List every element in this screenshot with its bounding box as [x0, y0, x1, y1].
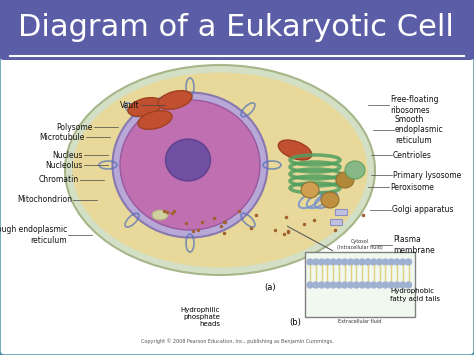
- Circle shape: [383, 259, 388, 265]
- Ellipse shape: [65, 65, 375, 275]
- Ellipse shape: [152, 210, 168, 220]
- Ellipse shape: [138, 111, 172, 129]
- Text: Vault: Vault: [120, 100, 140, 109]
- Ellipse shape: [278, 140, 312, 160]
- Text: Nucleus: Nucleus: [53, 151, 83, 159]
- Circle shape: [307, 259, 313, 265]
- Circle shape: [324, 282, 330, 288]
- Circle shape: [400, 282, 406, 288]
- Circle shape: [336, 282, 342, 288]
- Circle shape: [406, 259, 411, 265]
- Text: Rough endoplasmic
reticulum: Rough endoplasmic reticulum: [0, 225, 67, 245]
- Text: (a): (a): [264, 283, 276, 292]
- Circle shape: [330, 259, 336, 265]
- Circle shape: [342, 282, 348, 288]
- Circle shape: [388, 282, 394, 288]
- Ellipse shape: [321, 192, 339, 208]
- Text: Peroxisome: Peroxisome: [390, 182, 434, 191]
- Circle shape: [319, 259, 325, 265]
- Circle shape: [359, 259, 365, 265]
- Circle shape: [365, 282, 371, 288]
- Circle shape: [313, 259, 319, 265]
- Circle shape: [371, 259, 377, 265]
- Circle shape: [371, 282, 377, 288]
- Text: Smooth
endoplasmic
reticulum: Smooth endoplasmic reticulum: [395, 115, 444, 145]
- Ellipse shape: [120, 100, 260, 230]
- Bar: [305, 252, 415, 317]
- Text: Hydrophobic
fatty acid tails: Hydrophobic fatty acid tails: [390, 289, 440, 301]
- Text: Cytosol
(Intracellular fluid): Cytosol (Intracellular fluid): [337, 239, 383, 250]
- FancyBboxPatch shape: [0, 0, 474, 60]
- Circle shape: [406, 282, 411, 288]
- Circle shape: [347, 282, 354, 288]
- Text: Extracellular fluid: Extracellular fluid: [338, 319, 382, 324]
- Bar: [4, 35, 470, 55]
- Text: Polysome: Polysome: [56, 122, 93, 131]
- Circle shape: [359, 282, 365, 288]
- Ellipse shape: [128, 98, 162, 116]
- Text: Hydrophilic
phosphate
heads: Hydrophilic phosphate heads: [181, 307, 220, 327]
- Text: Chromatin: Chromatin: [39, 175, 79, 185]
- Ellipse shape: [112, 93, 267, 237]
- Text: Golgi apparatus: Golgi apparatus: [392, 206, 454, 214]
- Text: Copyright © 2008 Pearson Education, Inc., publishing as Benjamin Cummings.: Copyright © 2008 Pearson Education, Inc.…: [141, 338, 333, 344]
- Ellipse shape: [336, 172, 354, 188]
- Bar: [335, 209, 347, 215]
- Circle shape: [394, 282, 400, 288]
- Text: Primary lysosome: Primary lysosome: [393, 170, 461, 180]
- Text: Diagram of a Eukaryotic Cell: Diagram of a Eukaryotic Cell: [18, 12, 454, 42]
- Text: Centrioles: Centrioles: [393, 151, 432, 159]
- Ellipse shape: [165, 139, 210, 181]
- Circle shape: [330, 282, 336, 288]
- Circle shape: [313, 282, 319, 288]
- Circle shape: [377, 282, 383, 288]
- Circle shape: [365, 259, 371, 265]
- Circle shape: [307, 282, 313, 288]
- Circle shape: [354, 259, 359, 265]
- Circle shape: [342, 259, 348, 265]
- Bar: [330, 219, 342, 225]
- Circle shape: [388, 259, 394, 265]
- Text: Microtubule: Microtubule: [40, 132, 85, 142]
- Ellipse shape: [73, 72, 367, 268]
- Text: Free-floating
ribosomes: Free-floating ribosomes: [390, 95, 438, 115]
- Circle shape: [354, 282, 359, 288]
- Circle shape: [394, 259, 400, 265]
- Text: (b): (b): [289, 318, 301, 327]
- Ellipse shape: [158, 91, 192, 109]
- Circle shape: [377, 259, 383, 265]
- Ellipse shape: [345, 161, 365, 179]
- Text: Mitochondrion: Mitochondrion: [17, 196, 72, 204]
- Circle shape: [324, 259, 330, 265]
- Text: Plasma
membrane: Plasma membrane: [393, 235, 435, 255]
- Ellipse shape: [301, 182, 319, 198]
- Circle shape: [319, 282, 325, 288]
- Circle shape: [336, 259, 342, 265]
- Circle shape: [400, 259, 406, 265]
- Text: Nucleolus: Nucleolus: [46, 160, 83, 169]
- Circle shape: [347, 259, 354, 265]
- Circle shape: [383, 282, 388, 288]
